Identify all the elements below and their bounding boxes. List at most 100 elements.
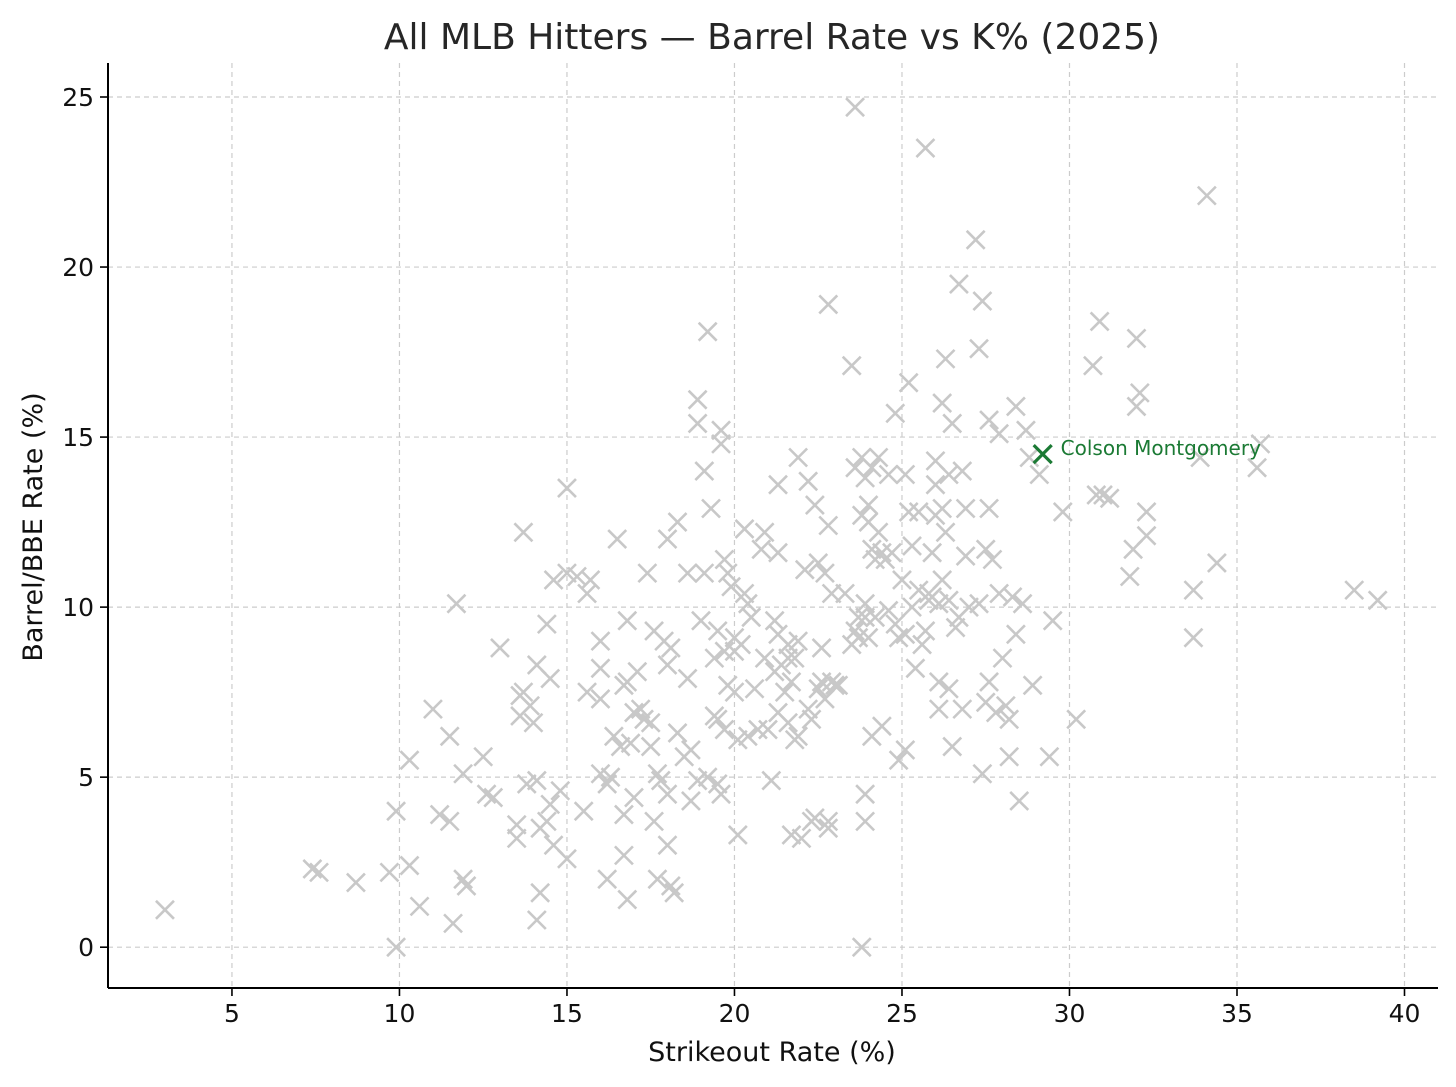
data-point xyxy=(965,229,986,250)
x-tick-label: 15 xyxy=(551,999,583,1028)
data-point xyxy=(898,372,919,393)
data-point xyxy=(825,675,845,696)
data-point xyxy=(399,750,420,771)
data-point xyxy=(871,716,892,737)
data-point xyxy=(858,495,879,516)
data-point xyxy=(557,848,577,869)
data-point xyxy=(603,726,624,747)
data-point xyxy=(704,648,725,669)
data-point xyxy=(614,845,634,866)
data-point xyxy=(711,784,731,805)
data-point xyxy=(788,726,809,747)
data-point xyxy=(724,682,745,703)
data-point xyxy=(999,709,1020,730)
data-point xyxy=(660,876,681,896)
data-point xyxy=(979,410,1000,430)
data-point xyxy=(523,712,544,733)
data-point xyxy=(600,767,621,788)
data-point xyxy=(577,682,597,703)
data-point xyxy=(788,447,809,468)
grid-lines xyxy=(108,63,1438,988)
data-point xyxy=(781,672,802,692)
data-point xyxy=(938,678,959,699)
data-point xyxy=(513,682,534,703)
data-point xyxy=(868,522,889,543)
data-point xyxy=(1002,586,1023,607)
data-point xyxy=(1183,580,1204,601)
data-point xyxy=(697,321,718,342)
data-point xyxy=(701,498,721,519)
data-point xyxy=(1039,746,1060,767)
data-point xyxy=(597,869,618,890)
data-point xyxy=(932,498,953,519)
data-point xyxy=(898,501,919,522)
data-point xyxy=(1086,484,1107,505)
data-point xyxy=(667,512,688,533)
data-point xyxy=(429,804,450,825)
data-point xyxy=(938,464,959,485)
data-point xyxy=(804,808,825,828)
data-point xyxy=(801,709,822,730)
data-point xyxy=(818,818,839,839)
data-point xyxy=(540,794,561,815)
data-point xyxy=(456,876,477,896)
data-point xyxy=(439,726,460,747)
data-point xyxy=(841,355,862,376)
data-point xyxy=(627,661,648,682)
data-point xyxy=(955,498,976,519)
data-point xyxy=(768,474,788,495)
data-point xyxy=(473,746,494,767)
data-point xyxy=(1005,396,1026,417)
y-tick-label: 25 xyxy=(62,83,94,112)
data-point xyxy=(885,403,906,424)
data-point xyxy=(345,872,366,893)
data-point xyxy=(1089,311,1110,332)
data-point xyxy=(644,811,664,832)
data-point xyxy=(536,614,557,635)
data-point xyxy=(975,539,996,560)
data-point xyxy=(577,583,597,604)
data-point xyxy=(697,767,718,788)
data-point xyxy=(1126,328,1147,349)
data-point xyxy=(835,583,855,604)
data-point xyxy=(1019,447,1040,468)
x-tick-label: 25 xyxy=(886,999,918,1028)
data-point xyxy=(784,648,805,669)
data-point xyxy=(1196,185,1217,206)
tick-labels: 5 10 15 20 25 30 35 40 0 5 10 15 20 25 xyxy=(62,83,1420,1028)
data-point xyxy=(550,780,571,801)
data-point xyxy=(637,563,658,584)
data-point xyxy=(855,467,876,488)
data-point xyxy=(677,563,698,584)
data-point xyxy=(694,563,715,584)
data-point xyxy=(1009,791,1030,811)
data-point xyxy=(707,709,728,730)
data-point xyxy=(1066,709,1087,730)
data-point xyxy=(707,621,728,641)
axes xyxy=(107,63,1438,989)
data-point xyxy=(617,610,638,631)
data-point xyxy=(949,274,969,294)
data-point xyxy=(1052,501,1073,522)
data-point xyxy=(855,607,876,628)
x-axis-title: Strikeout Rate (%) xyxy=(648,1037,896,1068)
data-point xyxy=(423,699,443,720)
data-point xyxy=(888,750,909,771)
data-point xyxy=(908,501,929,522)
data-point xyxy=(788,631,809,652)
data-point xyxy=(882,542,902,563)
data-point xyxy=(858,627,879,648)
data-point xyxy=(1016,420,1036,441)
data-point xyxy=(506,814,527,835)
data-point xyxy=(804,495,825,516)
x-tick-label: 20 xyxy=(719,999,751,1028)
data-point xyxy=(748,719,768,740)
data-point xyxy=(624,787,644,808)
data-point xyxy=(791,828,812,849)
data-point xyxy=(861,457,882,478)
data-point xyxy=(925,474,946,495)
data-point xyxy=(1136,525,1157,546)
data-point xyxy=(855,811,876,832)
data-point xyxy=(798,471,819,492)
